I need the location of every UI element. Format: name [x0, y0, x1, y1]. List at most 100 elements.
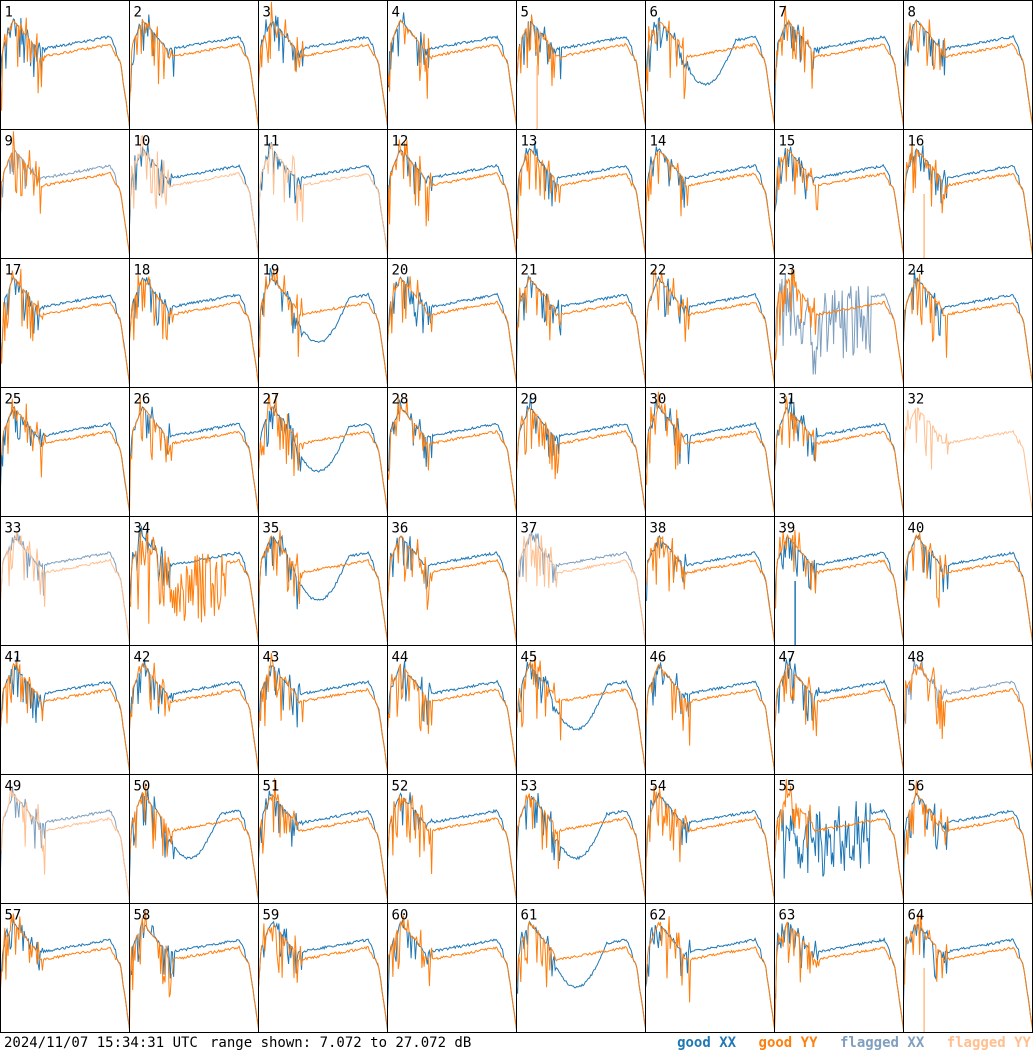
panel-label-20: 20: [392, 263, 409, 279]
series-yy-47: [774, 664, 904, 771]
panel-55: 55: [774, 774, 904, 904]
series-yy-34: [129, 528, 259, 641]
series-yy-58: [129, 910, 259, 1029]
panel-label-47: 47: [779, 650, 796, 666]
series-yy-22: [645, 269, 775, 385]
series-xx-35: [258, 534, 388, 643]
series-xx-56: [903, 792, 1033, 901]
panel-label-56: 56: [908, 779, 925, 795]
panel-label-5: 5: [521, 5, 529, 21]
legend-good-xx: good XX: [677, 1035, 737, 1051]
panel-label-23: 23: [779, 263, 796, 279]
series-xx-57: [0, 919, 130, 1029]
series-yy-52: [387, 795, 517, 899]
series-yy-59: [258, 923, 388, 1029]
panel-label-34: 34: [134, 521, 151, 537]
series-yy-33: [0, 531, 130, 643]
series-yy-9: [0, 131, 130, 254]
panel-label-40: 40: [908, 521, 925, 537]
series-yy-50: [129, 783, 259, 899]
series-xx-64: [903, 923, 1033, 1028]
panel-label-29: 29: [521, 392, 538, 408]
panel-label-36: 36: [392, 521, 409, 537]
series-yy-5: [516, 14, 646, 126]
series-yy-46: [645, 663, 775, 772]
series-yy-16: [903, 140, 1033, 256]
panel-label-53: 53: [521, 779, 538, 795]
series-xx-13: [516, 142, 646, 255]
legend: good XX good YY flagged XX flagged YY: [663, 1033, 1031, 1053]
series-yy-14: [645, 150, 775, 255]
panel-label-50: 50: [134, 779, 151, 795]
series-xx-14: [645, 146, 775, 256]
panel-label-49: 49: [5, 779, 22, 795]
series-yy-40: [903, 532, 1033, 642]
footer: 2024/11/07 15:34:31 UTC range shown: 7.0…: [0, 1033, 1033, 1053]
series-yy-54: [645, 786, 775, 901]
panel-label-4: 4: [392, 5, 400, 21]
series-yy-42: [129, 662, 259, 772]
series-xx-55: [774, 801, 904, 900]
series-yy-7: [774, 5, 904, 127]
series-xx-39: [774, 534, 904, 642]
series-yy-44: [387, 663, 517, 772]
panel-label-19: 19: [263, 263, 280, 279]
panel-label-62: 62: [650, 908, 667, 924]
series-xx-46: [645, 662, 775, 772]
panel-label-60: 60: [392, 908, 409, 924]
series-yy-26: [129, 396, 259, 513]
series-yy-41: [0, 661, 130, 772]
series-xx-9: [0, 148, 130, 255]
panel-label-51: 51: [263, 779, 280, 795]
legend-flagged-xx: flagged XX: [839, 1035, 925, 1051]
panel-label-37: 37: [521, 521, 538, 537]
series-yy-38: [645, 535, 775, 642]
series-xx-27: [258, 404, 388, 514]
series-xx-44: [387, 660, 517, 772]
series-yy-56: [903, 780, 1033, 901]
series-xx-62: [645, 924, 775, 1028]
panel-label-16: 16: [908, 134, 925, 150]
panel-59: 59: [258, 903, 388, 1033]
series-yy-10: [129, 134, 259, 255]
range-label: range shown: 7.072 to 27.072 dB: [210, 1035, 472, 1051]
series-xx-47: [774, 658, 904, 772]
series-yy-19: [258, 268, 388, 384]
panel-label-39: 39: [779, 521, 796, 537]
series-xx-17: [0, 275, 130, 385]
panel-label-1: 1: [5, 5, 13, 21]
panel-label-61: 61: [521, 908, 538, 924]
series-yy-29: [516, 407, 646, 512]
series-yy-51: [258, 778, 388, 900]
series-yy-63: [774, 921, 904, 1032]
series-xx-3: [258, 15, 388, 127]
panel-label-27: 27: [263, 392, 280, 408]
panel-label-57: 57: [5, 908, 22, 924]
panel-label-43: 43: [263, 650, 280, 666]
series-yy-64: [903, 913, 1033, 1030]
panel-label-10: 10: [134, 134, 151, 150]
series-xx-20: [387, 276, 517, 384]
panel-label-54: 54: [650, 779, 667, 795]
series-yy-15: [774, 148, 904, 255]
panel-19: 19: [258, 258, 388, 388]
series-yy-31: [774, 396, 904, 513]
panel-label-9: 9: [5, 134, 13, 150]
panel-label-28: 28: [392, 392, 409, 408]
panel-label-13: 13: [521, 134, 538, 150]
series-yy-45: [516, 654, 646, 770]
series-xx-49: [0, 786, 130, 901]
panel-24: 24: [903, 258, 1033, 388]
panel-label-12: 12: [392, 134, 409, 150]
series-yy-20: [387, 276, 517, 384]
panel-label-8: 8: [908, 5, 916, 21]
panel-label-24: 24: [908, 263, 925, 279]
panel-label-46: 46: [650, 650, 667, 666]
panel-label-63: 63: [779, 908, 796, 924]
panel-label-55: 55: [779, 779, 796, 795]
series-yy-25: [0, 398, 130, 512]
series-xx-31: [774, 397, 904, 513]
panel-label-42: 42: [134, 650, 151, 666]
series-yy-60: [387, 915, 517, 1029]
